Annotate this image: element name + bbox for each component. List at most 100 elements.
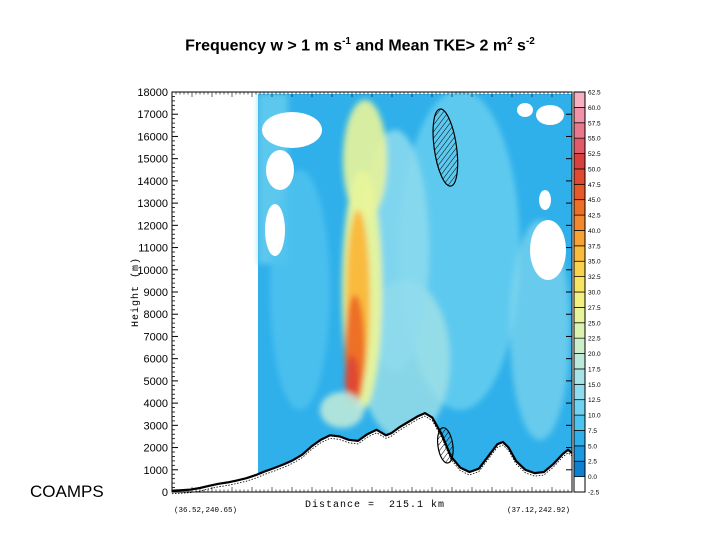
colorbar-tick-label: 12.5	[588, 397, 601, 404]
y-tick-label: 15000	[137, 154, 168, 166]
colorbar-segment	[573, 445, 586, 462]
colorbar-tick-label: 47.5	[588, 182, 601, 189]
hatched-region-upper	[432, 108, 459, 187]
colorbar-segment	[573, 199, 586, 216]
colorbar-tick-label: 60.0	[588, 105, 601, 112]
y-axis-label: Height (m)	[130, 257, 142, 327]
colorbar-segment	[573, 291, 586, 308]
colorbar-tick-label: 62.5	[588, 90, 601, 97]
colorbar-tick-label: 5.0	[588, 443, 597, 450]
colorbar-tick-label: 35.0	[588, 259, 601, 266]
y-tick-label: 7000	[144, 331, 168, 343]
end-point-label: (37.12,242.92)	[507, 507, 570, 515]
y-tick-label: 10000	[137, 265, 168, 277]
y-tick-label: 12000	[137, 220, 168, 232]
colorbar-segment	[573, 430, 586, 447]
colorbar-segment	[573, 476, 586, 493]
terrain-line	[171, 412, 573, 492]
colorbar-tick-label: 50.0	[588, 166, 601, 173]
y-tick-label: 17000	[137, 109, 168, 121]
colorbar-tick-label: 57.5	[588, 120, 601, 127]
colorbar-tick-label: 37.5	[588, 243, 601, 250]
colorbar-tick-label: 25.0	[588, 320, 601, 327]
colorbar-segment	[573, 183, 586, 201]
colorbar-segment	[573, 368, 586, 385]
y-tick-label: 9000	[144, 287, 168, 299]
colorbar-tick-label: 27.5	[588, 305, 601, 312]
field-gap	[266, 150, 294, 190]
colorbar: -2.5 0.0 2.5 5.0 7.5 10.0 12.5 15.0 17.5 20.0 22.5…	[573, 90, 601, 497]
terrain-layer	[171, 412, 573, 495]
colorbar-tick-label: 42.5	[588, 213, 601, 220]
colorbar-frame	[573, 91, 586, 493]
colorbar-segment	[573, 322, 586, 339]
y-tick-label: 5000	[144, 376, 168, 388]
colorbar-tick-label: 0.0	[588, 474, 597, 481]
colorbar-tick-label: 52.5	[588, 151, 601, 158]
terrain-line-secondary	[171, 415, 573, 495]
colorbar-tick-label: 20.0	[588, 351, 601, 358]
start-point-label: (36.52,240.65)	[174, 507, 237, 515]
chart-title: Frequency w > 1 m s-1 and Mean TKE> 2 m2…	[185, 36, 535, 55]
colorbar-segment	[573, 137, 586, 154]
colorbar-tick-label: 17.5	[588, 366, 601, 373]
field-patch	[320, 392, 364, 428]
y-tick-label: 16000	[137, 131, 168, 143]
y-tick-label: 4000	[144, 398, 168, 410]
field-gap	[265, 204, 285, 256]
field-gap	[539, 190, 551, 210]
y-tick-label: 0	[162, 487, 168, 499]
distance-value: 215.1 km	[389, 499, 445, 511]
x-axis-label: Distance =	[305, 499, 375, 511]
field-gap	[530, 220, 566, 280]
colorbar-segment	[573, 107, 586, 124]
x-minor-ticks	[171, 92, 573, 492]
colorbar-segment	[573, 230, 586, 247]
field-gap	[517, 103, 533, 117]
colorbar-segment	[573, 245, 586, 262]
y-tick-label: 2000	[144, 443, 168, 455]
colorbar-tick-label: 30.0	[588, 290, 601, 297]
field-gap	[536, 105, 564, 125]
colorbar-tick-label: -2.5	[588, 490, 600, 497]
colorbar-segment	[573, 414, 586, 431]
y-axis: 0 1000 2000 3000 4000 5000 6000 7000 8000 9000 100…	[137, 87, 572, 499]
y-tick-label: 18000	[137, 87, 168, 99]
colorbar-segment	[573, 399, 586, 416]
colorbar-segment	[573, 91, 586, 108]
y-tick-label: 8000	[144, 309, 168, 321]
colorbar-segment	[573, 168, 586, 185]
colorbar-tick-label: 2.5	[588, 459, 597, 466]
y-tick-label: 11000	[138, 243, 168, 255]
colorbar-tick-label: 40.0	[588, 228, 601, 235]
colorbar-tick-label: 22.5	[588, 336, 601, 343]
field-patch	[345, 355, 359, 405]
colorbar-segment	[573, 122, 586, 139]
colorbar-tick-label: 15.0	[588, 382, 601, 389]
colorbar-tick-label: 55.0	[588, 136, 601, 143]
colorbar-segment	[573, 276, 586, 293]
colorbar-tick-label: 10.0	[588, 413, 601, 420]
colorbar-segment	[573, 460, 586, 477]
colorbar-segment	[573, 214, 586, 231]
colorbar-segment	[573, 353, 586, 370]
colorbar-tick-label: 32.5	[588, 274, 601, 281]
colorbar-tick-label: 7.5	[588, 428, 597, 435]
y-tick-label: 1000	[144, 465, 168, 477]
colorbar-segment	[573, 307, 586, 324]
frequency-field	[258, 92, 572, 492]
hatched-region-lower	[436, 427, 454, 464]
coamps-label: COAMPS	[30, 482, 104, 501]
colorbar-segment	[573, 260, 586, 277]
colorbar-segment	[573, 383, 586, 401]
field-patch	[270, 170, 330, 410]
colorbar-tick-label: 45.0	[588, 197, 601, 204]
hatched-regions	[432, 108, 459, 464]
y-tick-label: 13000	[137, 198, 168, 210]
field-gap	[262, 112, 322, 148]
y-tick-label: 14000	[137, 176, 168, 188]
colorbar-segment	[573, 153, 586, 170]
y-tick-label: 3000	[144, 420, 168, 432]
y-tick-label: 6000	[144, 354, 168, 366]
